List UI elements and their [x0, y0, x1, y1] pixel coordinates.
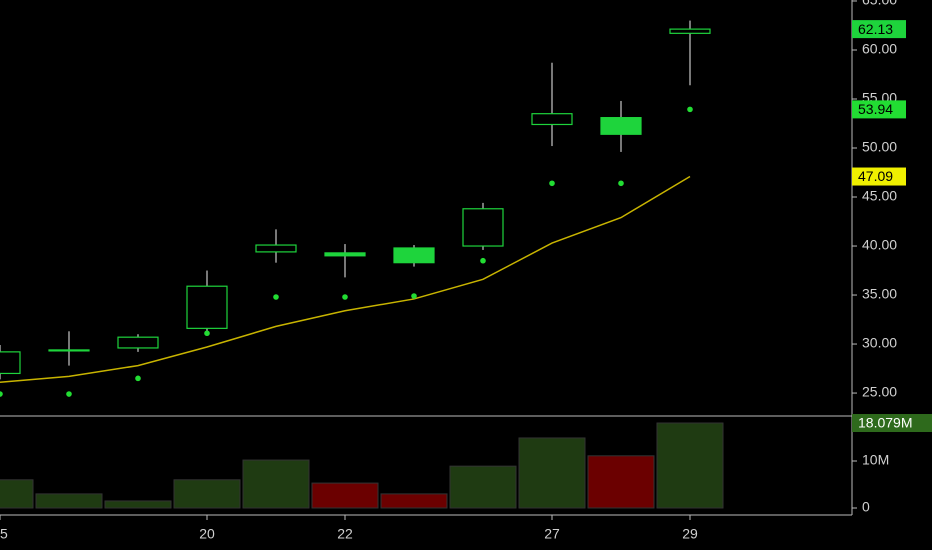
- volume-bar: [0, 479, 34, 509]
- price-tick-label: 35.00: [862, 286, 897, 302]
- volume-bar: [380, 493, 448, 509]
- volume-bar: [173, 479, 241, 509]
- candle-body: [255, 244, 297, 253]
- indicator-dot: [204, 330, 210, 337]
- candle-body: [186, 285, 228, 329]
- candle-body: [0, 351, 21, 375]
- last-value-label: 47.09: [858, 168, 893, 184]
- last-value-badge: [852, 414, 932, 433]
- volume-bar: [587, 455, 655, 509]
- volume-tick-label: 10M: [862, 452, 889, 468]
- price-tick-label: 65.00: [862, 0, 897, 8]
- x-tick-label: 15: [0, 526, 8, 542]
- volume-tick-label: 0: [862, 499, 870, 515]
- candle-body: [669, 28, 711, 34]
- volume-bar: [311, 482, 379, 509]
- price-tick-label: 45.00: [862, 188, 897, 204]
- indicator-dot: [618, 180, 624, 187]
- candle-body: [324, 252, 366, 257]
- price-tick-label: 50.00: [862, 139, 897, 155]
- candle-body: [48, 349, 90, 352]
- last-value-badge: [852, 20, 906, 39]
- indicator-dot: [135, 375, 141, 382]
- last-value-badge: [852, 167, 906, 186]
- indicator-dot: [0, 391, 3, 397]
- indicator-dot: [273, 294, 279, 300]
- indicator-dot: [480, 257, 486, 264]
- volume-bar: [104, 500, 172, 509]
- price-tick-label: 30.00: [862, 335, 897, 351]
- candle-body: [600, 117, 642, 135]
- price-tick-label: 40.00: [862, 237, 897, 253]
- last-value-label: 18.079M: [858, 415, 912, 431]
- volume-bar: [656, 422, 724, 509]
- x-tick-label: 22: [337, 526, 353, 542]
- candle-body: [531, 113, 573, 126]
- indicator-dot: [66, 391, 72, 397]
- candle-body: [393, 247, 435, 264]
- price-tick-label: 25.00: [862, 384, 897, 400]
- candle-body: [117, 336, 159, 349]
- indicator-dot: [342, 294, 348, 300]
- moving-average-line: [0, 175, 691, 384]
- candle-body: [462, 208, 504, 247]
- x-tick-label: 20: [199, 526, 215, 542]
- last-value-label: 53.94: [858, 101, 893, 117]
- volume-bar: [242, 459, 310, 509]
- volume-bar: [35, 493, 103, 509]
- last-value-badge: [852, 100, 906, 119]
- x-tick-label: 27: [544, 526, 560, 542]
- volume-bar: [449, 465, 517, 509]
- x-tick-label: 29: [682, 526, 698, 542]
- indicator-dot: [687, 106, 693, 113]
- indicator-dot: [411, 293, 417, 299]
- volume-bar: [518, 437, 586, 509]
- price-tick-label: 60.00: [862, 41, 897, 57]
- last-value-label: 62.13: [858, 21, 893, 37]
- indicator-dot: [549, 180, 555, 187]
